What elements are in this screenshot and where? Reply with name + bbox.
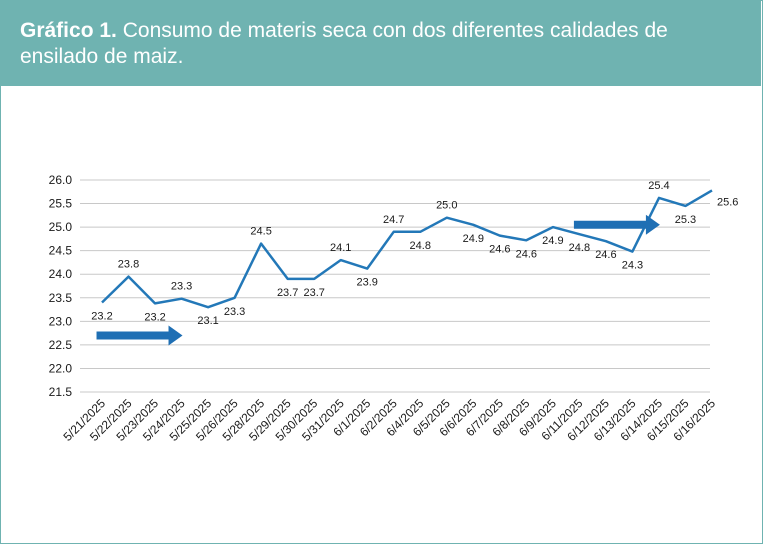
data-label: 24.6 <box>516 248 537 260</box>
data-label: 23.3 <box>224 306 245 318</box>
data-label: 24.3 <box>622 260 643 272</box>
y-tick-label: 23.0 <box>49 314 73 328</box>
data-label: 23.1 <box>197 315 218 327</box>
data-label: 23.7 <box>277 287 298 299</box>
figure-header: Gráfico 1. Consumo de materis seca con d… <box>0 0 761 86</box>
data-label: 24.8 <box>569 242 590 254</box>
y-tick-label: 26.0 <box>49 173 73 187</box>
data-label: 23.9 <box>357 277 378 289</box>
y-tick-label: 24.5 <box>49 244 73 258</box>
data-label: 24.9 <box>463 233 484 245</box>
data-label: 23.8 <box>118 259 139 271</box>
data-label: 25.6 <box>717 196 738 208</box>
y-tick-label: 24.0 <box>49 267 73 281</box>
arrow-annotation-icon <box>573 214 660 235</box>
data-label: 23.3 <box>171 281 192 293</box>
data-label: 23.2 <box>91 310 112 322</box>
figure-number: Gráfico 1. <box>20 19 117 42</box>
figure-caption: Gráfico 1. Consumo de materis seca con d… <box>20 18 740 70</box>
data-label: 24.7 <box>383 214 404 226</box>
y-tick-label: 22.5 <box>49 338 73 352</box>
data-label: 23.2 <box>144 311 165 323</box>
y-tick-label: 22.0 <box>49 361 73 375</box>
y-tick-label: 21.5 <box>49 385 73 399</box>
data-label: 24.1 <box>330 242 351 254</box>
figure-title: Consumo de materis seca con dos diferent… <box>20 19 668 68</box>
y-tick-label: 25.5 <box>49 197 73 211</box>
data-label: 24.6 <box>489 244 510 256</box>
data-label: 25.3 <box>675 214 696 226</box>
data-label: 25.0 <box>436 200 457 212</box>
data-label: 24.9 <box>542 235 563 247</box>
y-tick-label: 23.5 <box>49 291 73 305</box>
y-tick-label: 25.0 <box>49 220 73 234</box>
data-label: 24.5 <box>250 226 271 238</box>
data-label: 24.8 <box>410 240 431 252</box>
data-label: 23.7 <box>303 287 324 299</box>
arrow-annotation-icon <box>96 325 183 346</box>
data-label: 24.6 <box>595 249 616 261</box>
series-line <box>101 189 713 309</box>
data-label: 25.4 <box>648 180 669 192</box>
